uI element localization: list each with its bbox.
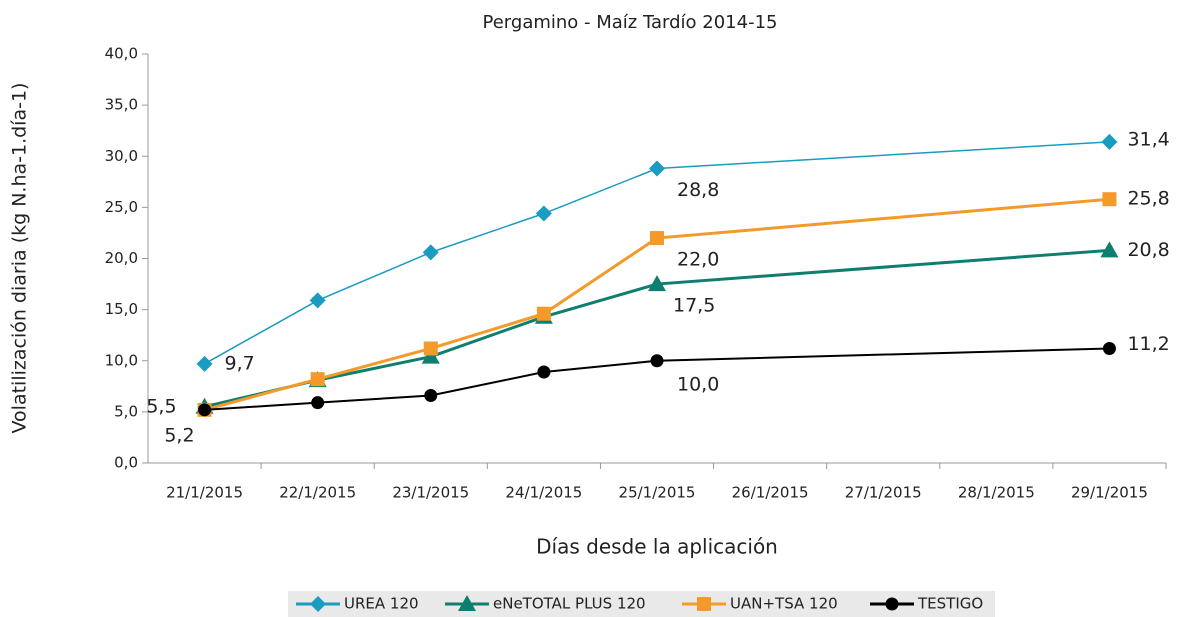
data-label: 28,8 — [677, 179, 719, 201]
data-point — [310, 372, 325, 387]
x-tick-label: 22/1/2015 — [279, 484, 356, 502]
y-tick-label: 0,0 — [114, 454, 138, 472]
series-line — [204, 197, 1110, 412]
x-tick-label: 21/1/2015 — [166, 484, 243, 502]
data-label: 9,7 — [225, 352, 255, 374]
series-line — [204, 347, 1110, 411]
legend-marker — [697, 597, 711, 611]
y-tick-label: 5,0 — [114, 402, 138, 420]
legend-marker — [885, 597, 899, 611]
data-label: 5,2 — [164, 424, 194, 446]
x-tick-label: 23/1/2015 — [392, 484, 469, 502]
legend-marker — [458, 595, 476, 611]
data-point — [423, 341, 438, 356]
data-point — [1102, 341, 1116, 355]
data-label: 20,8 — [1127, 239, 1169, 261]
legend-label: TESTIGO — [917, 595, 983, 613]
data-point — [196, 355, 213, 372]
data-label: 11,2 — [1127, 333, 1169, 355]
x-tick-label: 29/1/2015 — [1071, 484, 1148, 502]
data-label: 31,4 — [1127, 128, 1169, 150]
x-axis-label: Días desde la aplicación — [536, 535, 778, 559]
y-tick-label: 15,0 — [105, 300, 138, 318]
legend-label: UAN+TSA 120 — [730, 595, 838, 613]
x-tick-label: 25/1/2015 — [619, 484, 696, 502]
data-point — [648, 275, 666, 292]
legend-label: eNeTOTAL PLUS 120 — [493, 595, 646, 613]
series-line — [204, 141, 1110, 365]
y-tick-label: 25,0 — [105, 198, 138, 216]
data-point — [309, 292, 326, 309]
data-point — [536, 306, 551, 321]
y-tick-label: 40,0 — [105, 45, 138, 63]
x-tick-label: 24/1/2015 — [505, 484, 582, 502]
data-point — [1101, 133, 1118, 150]
data-point — [1102, 192, 1117, 207]
legend-marker — [310, 596, 326, 612]
x-tick-label: 28/1/2015 — [958, 484, 1035, 502]
data-point — [537, 365, 551, 379]
y-tick-label: 30,0 — [105, 147, 138, 165]
y-tick-label: 20,0 — [105, 249, 138, 267]
data-point — [311, 396, 325, 410]
y-axis-label: Volatilización diaria (kg N.ha-1.día-1) — [9, 83, 31, 434]
data-point — [1100, 241, 1119, 258]
data-label: 17,5 — [673, 295, 715, 317]
chart-title: Pergamino - Maíz Tardío 2014-15 — [483, 12, 778, 33]
x-tick-label: 27/1/2015 — [845, 484, 922, 502]
y-tick-label: 10,0 — [105, 351, 138, 369]
data-label: 10,0 — [677, 373, 719, 395]
data-point — [535, 205, 552, 222]
data-point — [198, 403, 212, 417]
data-point — [422, 244, 439, 261]
data-label: 22,0 — [677, 249, 719, 271]
series-line — [204, 248, 1110, 409]
data-label: 25,8 — [1127, 188, 1169, 210]
legend-label: UREA 120 — [344, 595, 419, 613]
x-tick-label: 26/1/2015 — [732, 484, 809, 502]
data-point — [649, 160, 665, 177]
data-point — [650, 354, 664, 368]
data-label: 5,5 — [146, 395, 176, 417]
y-tick-label: 35,0 — [105, 96, 138, 114]
data-point — [650, 231, 664, 246]
data-point — [421, 347, 440, 364]
data-point — [424, 389, 438, 403]
